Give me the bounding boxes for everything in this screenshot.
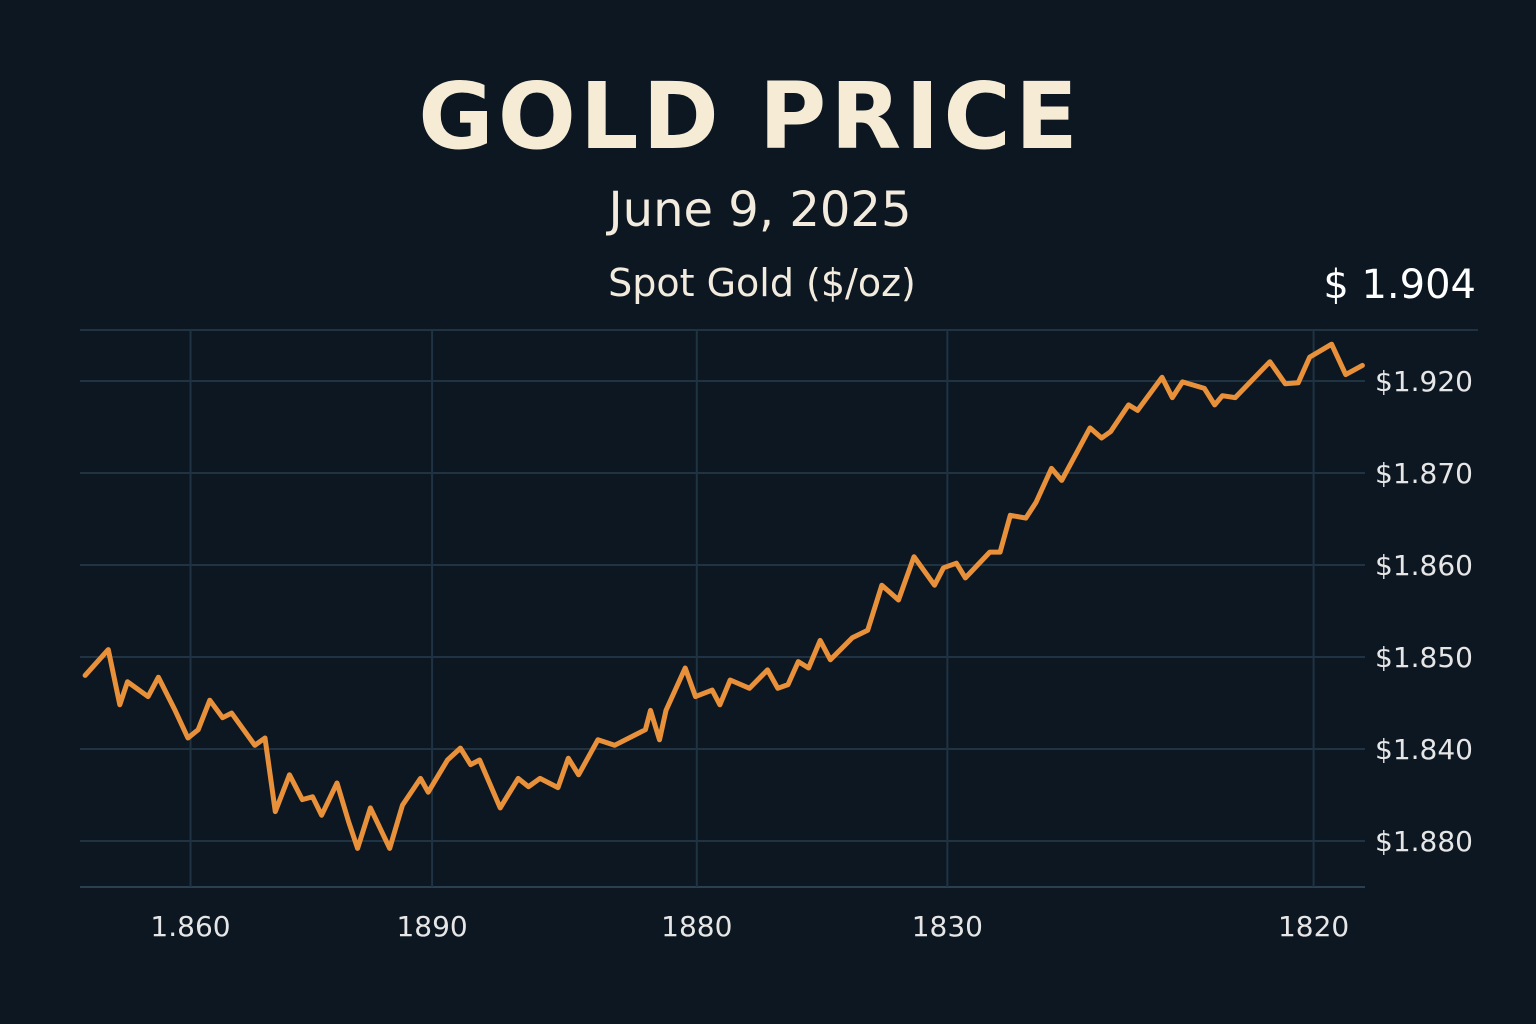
y-tick-label: $1.860 — [1375, 549, 1473, 582]
y-tick-label: $1.880 — [1375, 825, 1473, 858]
plot — [82, 341, 1365, 851]
x-tick-label: 1.860 — [150, 910, 230, 943]
y-tick-label: $1.850 — [1375, 641, 1473, 674]
x-tick-label: 1820 — [1278, 910, 1349, 943]
y-tick-label: $1.870 — [1375, 457, 1473, 490]
current-price: $ 1.904 — [1323, 262, 1476, 308]
chart-title: GOLD PRICE — [418, 63, 1082, 170]
chart-subtitle: June 9, 2025 — [606, 182, 912, 238]
x-tick-label: 1880 — [661, 910, 732, 943]
unit-label: Spot Gold ($/oz) — [608, 261, 916, 305]
price-line — [82, 341, 1365, 851]
y-tick-label: $1.920 — [1375, 365, 1473, 398]
y-tick-label: $1.840 — [1375, 733, 1473, 766]
x-tick-label: 1890 — [396, 910, 467, 943]
x-tick-label: 1830 — [912, 910, 983, 943]
grid: $1.920 $1.870 $1.860 $1.850 $1.840 $1.880 1.86… — [80, 330, 1473, 943]
